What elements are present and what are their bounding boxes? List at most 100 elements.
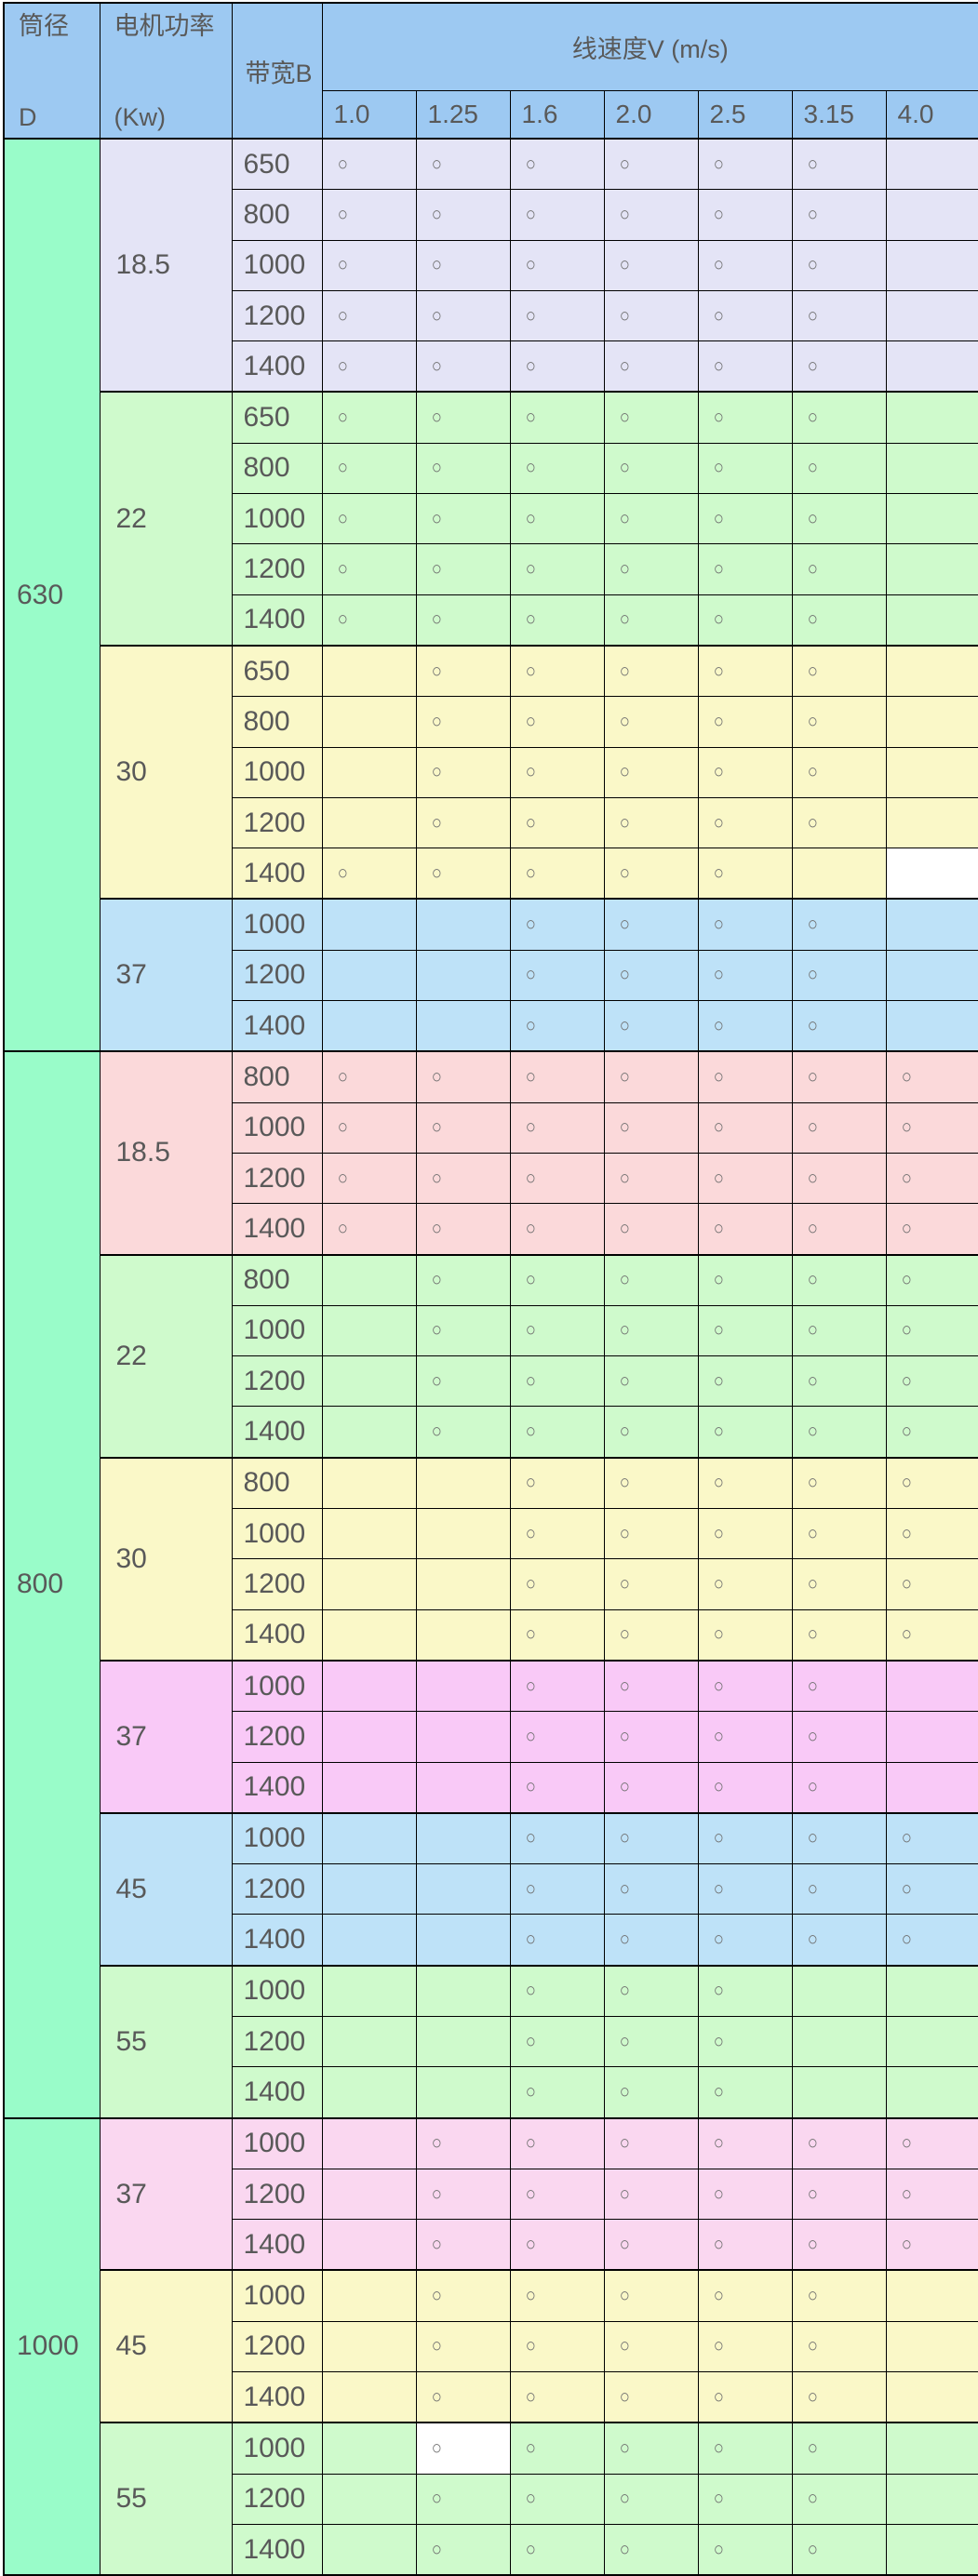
speed-mark-cell [321,1456,417,1510]
speed-mark-cell: ○ [415,391,511,444]
power-column-header: 电机功率 (Kw) [99,2,233,140]
table-header: 筒径 D 电机功率 (Kw) 带宽B 线速度V (m/s) 1.0 1.25 1.6… [3,2,978,140]
speed-mark-cell: ○ [509,493,605,545]
belt-width-cell: 1400 [231,1914,323,1967]
availability-circle-mark: ○ [525,1877,536,1900]
speed-mark-cell: ○ [697,1355,793,1408]
speed-mark-cell: ○ [509,2422,605,2475]
availability-circle-mark: ○ [713,2488,724,2510]
speed-mark-cell: ○ [885,1558,978,1610]
table-body: 630 18.5 650 ○ ○ ○ ○ ○ ○ 800 ○ ○ ○ ○ ○ ○ 1000 ○ ○ ○ ○ ○ ○ 1200 ○… [3,137,978,2576]
availability-circle-mark: ○ [431,1421,442,1443]
speed-mark-cell [321,796,417,849]
speed-mark-cell: ○ [603,1508,699,1560]
speed-mark-cell: ○ [321,239,417,291]
availability-circle-mark: ○ [431,1369,442,1392]
belt-width-cell: 1200 [231,1152,323,1205]
power-cell: 55 [99,1964,233,2119]
availability-circle-mark: ○ [713,1369,724,1392]
speed-mark-cell [885,442,978,495]
availability-circle-mark: ○ [431,1116,442,1139]
speed-mark-cell: ○ [697,2269,793,2322]
speed-mark-cell: ○ [509,2371,605,2423]
availability-circle-mark: ○ [525,761,536,783]
speed-mark-cell: ○ [697,442,793,495]
speed-mark-cell [885,1964,978,2017]
speed-mark-cell: ○ [697,138,793,191]
speed-mark-cell: ○ [791,138,887,191]
belt-width-cell: 1000 [231,493,323,545]
availability-circle-mark: ○ [901,1421,912,1443]
speed-mark-cell [415,1508,511,1560]
availability-circle-mark: ○ [525,2538,536,2560]
availability-circle-mark: ○ [619,1269,630,1291]
availability-circle-mark: ○ [619,2233,630,2255]
availability-circle-mark: ○ [431,1269,442,1291]
availability-circle-mark: ○ [619,914,630,936]
speed-mark-cell: ○ [885,1811,978,1865]
availability-circle-mark: ○ [713,1776,724,1798]
speed-mark-cell: ○ [791,189,887,241]
availability-circle-mark: ○ [431,660,442,682]
speed-mark-cell: ○ [791,594,887,647]
availability-circle-mark: ○ [525,2182,536,2205]
speed-mark-cell: ○ [791,1050,887,1103]
speed-mark-cell: ○ [415,2422,511,2475]
speed-mark-cell: ○ [603,289,699,342]
speed-mark-cell: ○ [509,1558,605,1610]
speed-mark-cell: ○ [885,1101,978,1154]
speed-mark-cell: ○ [321,138,417,191]
speed-mark-cell: ○ [603,2523,699,2576]
speed-mark-cell: ○ [697,594,793,647]
speed-mark-cell: ○ [509,594,605,647]
availability-circle-mark: ○ [337,457,348,479]
speed-mark-cell: ○ [603,2066,699,2119]
belt-width-cell: 1000 [231,1964,323,2017]
availability-circle-mark: ○ [431,811,442,834]
availability-circle-mark: ○ [713,1572,724,1595]
speed-mark-cell: ○ [603,138,699,191]
table-row: 1200 ○ ○ ○ ○ [4,1711,978,1763]
availability-circle-mark: ○ [525,1623,536,1646]
speed-mark-cell: ○ [603,1608,699,1662]
speed-mark-cell: ○ [415,2371,511,2423]
speed-mark-cell: ○ [697,1101,793,1154]
table-row: 22 650 ○ ○ ○ ○ ○ ○ [4,391,978,647]
belt-width-cell: 650 [231,391,323,444]
availability-circle-mark: ○ [713,1725,724,1747]
availability-circle-mark: ○ [901,1319,912,1341]
speed-mark-cell: ○ [791,2219,887,2271]
availability-circle-mark: ○ [525,153,536,175]
belt-width-cell: 1200 [231,2473,323,2525]
speed-mark-cell [321,2269,417,2322]
belt-width-cell: 1000 [231,1508,323,1560]
speed-mark-cell: ○ [697,848,793,900]
availability-circle-mark: ○ [807,914,818,936]
speed-title-header: 线速度V (m/s) [321,2,978,91]
availability-circle-mark: ○ [431,2385,442,2408]
speed-mark-cell: ○ [509,1253,605,1306]
belt-width-cell: 1400 [231,2371,323,2423]
speed-mark-cell [791,2066,887,2119]
availability-circle-mark: ○ [525,608,536,631]
availability-circle-mark: ○ [431,2132,442,2155]
availability-circle-mark: ○ [431,608,442,631]
availability-circle-mark: ○ [807,1116,818,1139]
speed-mark-cell: ○ [509,1811,605,1865]
speed-mark-cell: ○ [697,1914,793,1967]
availability-circle-mark: ○ [807,2233,818,2255]
availability-circle-mark: ○ [713,407,724,429]
speed-mark-cell [791,2015,887,2068]
speed-mark-cell [321,1863,417,1915]
table-row: 30 800 ○ ○ ○ ○ ○ [4,1456,978,1662]
speed-mark-cell: ○ [603,898,699,951]
speed-mark-cell: ○ [791,898,887,951]
belt-width-cell: 1000 [231,746,323,798]
availability-circle-mark: ○ [807,1065,818,1088]
availability-circle-mark: ○ [807,354,818,377]
speed-mark-cell: ○ [509,1761,605,1814]
belt-width-cell: 800 [231,1456,323,1510]
speed-mark-cell [321,2320,417,2373]
speed-mark-cell [321,898,417,951]
table-row: 1400 ○ ○ ○ ○ ○ [4,1608,978,1662]
